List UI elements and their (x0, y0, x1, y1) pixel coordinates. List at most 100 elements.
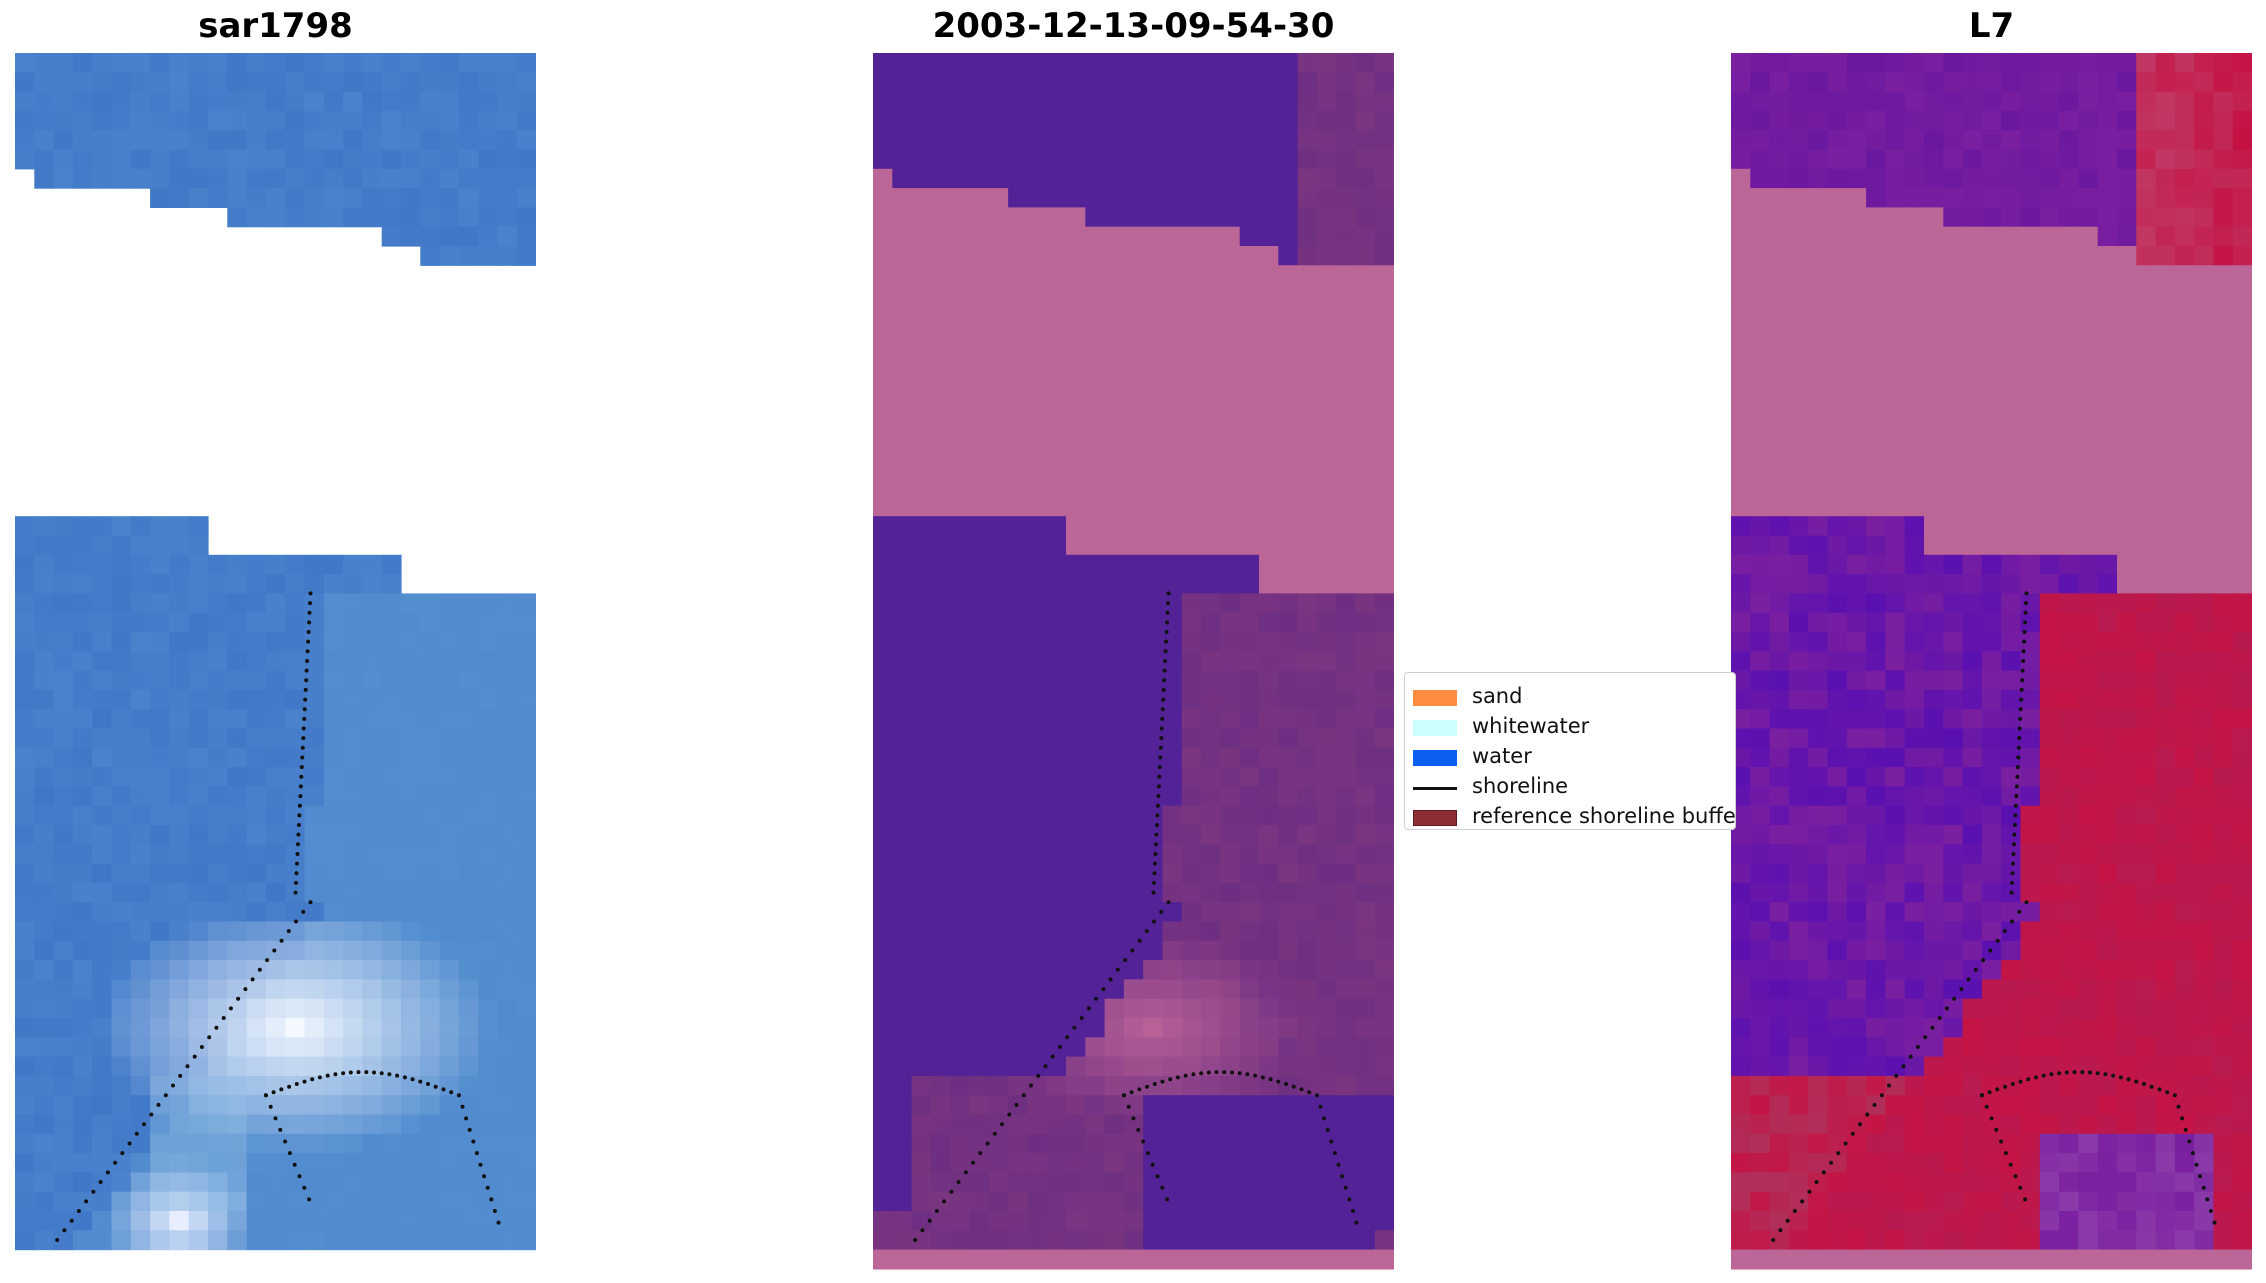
shoreline-dot (372, 1070, 376, 1075)
shoreline-dot (1336, 1162, 1341, 1167)
shoreline-dot (120, 1151, 125, 1156)
shoreline-dot (279, 938, 284, 943)
shoreline-dot (1988, 948, 1993, 953)
shoreline-dot (127, 1141, 132, 1146)
shoreline-dot (1237, 1071, 1242, 1076)
shoreline-dot (456, 1093, 461, 1098)
shoreline-dot (2017, 736, 2022, 741)
legend-swatch-water (1413, 750, 1457, 766)
shoreline-dot (2016, 755, 2021, 760)
shoreline-dot (1108, 977, 1113, 982)
shoreline-dot (178, 1073, 183, 1078)
shoreline-dot (1160, 1185, 1165, 1190)
shoreline-dot (214, 1025, 219, 1030)
shoreline-dot (2057, 1071, 2062, 1076)
mndwi-image (1731, 53, 2252, 1270)
shoreline-dot (402, 1075, 407, 1080)
shoreline-dot (2118, 1075, 2123, 1080)
shoreline-dot (296, 832, 301, 837)
shoreline-dot (1144, 929, 1149, 934)
shoreline-dot (1131, 1116, 1136, 1121)
shoreline-dot (1214, 1070, 1219, 1075)
shoreline-dot (2003, 1151, 2008, 1156)
shoreline-dot (1156, 794, 1161, 799)
shoreline-dot (2012, 842, 2016, 847)
shoreline-dot (306, 630, 311, 634)
shoreline-dot (236, 996, 241, 1001)
shoreline-dot (2023, 1197, 2028, 1202)
shoreline-dot (2088, 1070, 2092, 1075)
shoreline-dot (1989, 1116, 1994, 1121)
shoreline-dot (156, 1102, 161, 1107)
shoreline-dot (1318, 1104, 1323, 1109)
shoreline-dot (1937, 1016, 1942, 1020)
shoreline-dot (287, 1084, 292, 1089)
shoreline-dot (298, 794, 303, 799)
shoreline-dot (1115, 967, 1120, 972)
shoreline-dot (307, 610, 312, 615)
shoreline-dot (1191, 1072, 1196, 1077)
shoreline-dot (1165, 620, 1170, 625)
shoreline-dot (1164, 639, 1169, 644)
shoreline-dot (1145, 1084, 1150, 1089)
shoreline-dot (1175, 1075, 1180, 1080)
shoreline-dot (2049, 1072, 2054, 1077)
shoreline-dot (2201, 1185, 2206, 1190)
shoreline-dot (243, 987, 248, 992)
legend-item-water: water (1405, 743, 1735, 771)
shoreline-dot (2165, 1090, 2170, 1095)
shoreline-dot (2016, 745, 2021, 750)
shoreline-dot (1160, 707, 1165, 712)
shoreline-dot (295, 852, 300, 856)
shoreline-dot (1166, 900, 1171, 905)
shoreline-dot (69, 1218, 74, 1223)
shoreline-dot (2008, 1162, 2013, 1167)
shoreline-dot (1332, 1151, 1337, 1156)
shoreline-dot (307, 1197, 312, 1202)
shoreline-dot (1981, 958, 1986, 963)
shoreline-dot (1778, 1228, 1783, 1233)
shoreline-dot (98, 1180, 103, 1184)
shoreline-dot (1130, 948, 1135, 953)
shoreline-dot (293, 890, 298, 895)
shoreline-dot (1858, 1122, 1862, 1127)
shoreline-dot (287, 1151, 292, 1156)
shoreline-dot (485, 1185, 490, 1190)
shoreline-dot (268, 1104, 273, 1109)
shoreline-dot (1164, 630, 1169, 634)
legend-line-shoreline (1413, 787, 1457, 790)
shoreline-dot (341, 1071, 346, 1076)
shoreline-dot (1923, 1035, 1928, 1040)
shoreline-dot (1152, 871, 1157, 876)
shoreline-dot (1268, 1077, 1273, 1082)
shoreline-dot (1136, 1127, 1141, 1132)
shoreline-dot (325, 1073, 330, 1078)
shoreline-dot (934, 1209, 939, 1213)
shoreline-dot (1284, 1082, 1288, 1086)
shoreline-dot (1329, 1139, 1334, 1144)
shoreline-dot (1915, 1045, 1920, 1049)
shoreline-dot (1101, 987, 1106, 992)
shoreline-dot (2020, 668, 2025, 673)
shoreline-dot (1966, 977, 1971, 982)
shoreline-dot (1159, 736, 1164, 741)
shoreline-dot (2041, 1073, 2046, 1078)
legend: sand whitewater water shoreline referenc… (1404, 672, 1736, 830)
shoreline-dot (294, 919, 298, 924)
shoreline-dot (2024, 591, 2029, 596)
shoreline-dot (949, 1189, 954, 1194)
shoreline-dot (2018, 716, 2023, 721)
shoreline-dot (2013, 1174, 2018, 1179)
shoreline-dot (1036, 1073, 1041, 1078)
shoreline-dot (1137, 938, 1142, 943)
shoreline-dot (302, 1079, 307, 1084)
shoreline-dot (2103, 1072, 2108, 1077)
shoreline-dot (294, 871, 299, 876)
shoreline-dot (2018, 1079, 2023, 1084)
shoreline-dot (2126, 1077, 2131, 1082)
shoreline-dot (1347, 1197, 1352, 1202)
shoreline-dot (1785, 1218, 1790, 1223)
shoreline-dot (1155, 1174, 1160, 1179)
shoreline-dot (299, 774, 304, 779)
shoreline-dot (308, 601, 312, 606)
